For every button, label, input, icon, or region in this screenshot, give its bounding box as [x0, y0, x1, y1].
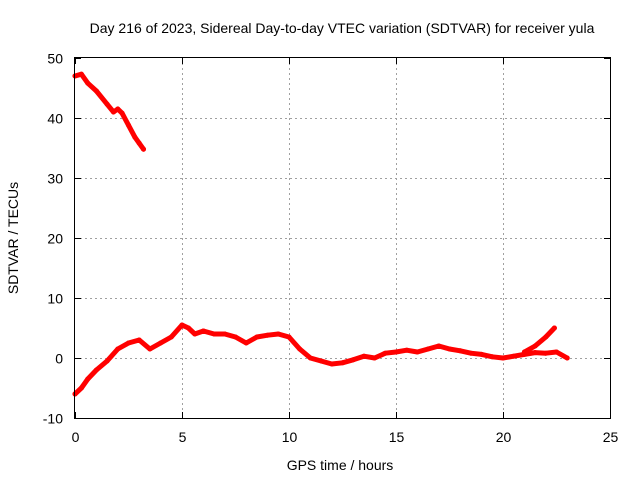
data-point — [350, 357, 356, 363]
data-point — [132, 134, 138, 140]
data-point — [192, 331, 198, 337]
data-point — [500, 355, 506, 361]
data-point — [382, 350, 388, 356]
data-point — [511, 353, 517, 359]
data-point — [489, 354, 495, 360]
data-point — [532, 350, 538, 356]
data-point — [457, 348, 463, 354]
data-point — [115, 106, 121, 112]
x-tick-label: 20 — [496, 429, 512, 445]
data-point — [340, 360, 345, 366]
y-axis-label: SDTVAR / TECUs — [5, 182, 21, 294]
data-point — [543, 350, 549, 356]
data-point — [479, 351, 485, 357]
series-line — [521, 325, 557, 355]
y-tick-labels: -10 0 10 20 30 40 50 — [43, 51, 63, 427]
chart-title: Day 216 of 2023, Sidereal Day-to-day VTE… — [90, 20, 595, 36]
data-point — [551, 325, 557, 331]
y-tick-label: 40 — [47, 111, 63, 127]
data-point — [78, 385, 84, 391]
data-point — [200, 328, 206, 334]
data-point — [126, 340, 131, 346]
data-point — [307, 355, 313, 361]
series-segment-1 — [72, 71, 146, 152]
x-tick-label: 15 — [389, 429, 405, 445]
data-point — [136, 337, 142, 343]
series-segment-3 — [521, 325, 557, 355]
data-point — [93, 367, 99, 373]
data-point — [185, 325, 191, 331]
data-point — [414, 349, 420, 355]
x-tick-label: 25 — [603, 429, 619, 445]
data-point — [361, 353, 367, 359]
data-point — [179, 322, 185, 328]
data-point — [286, 334, 292, 340]
data-point — [85, 80, 91, 86]
x-tick-label: 10 — [282, 429, 298, 445]
data-point — [297, 346, 303, 352]
data-series — [72, 71, 570, 397]
data-point — [104, 358, 110, 364]
data-point — [158, 340, 164, 346]
y-tick-label: 20 — [47, 231, 63, 247]
y-tick-label: 0 — [55, 351, 63, 367]
data-point — [543, 334, 549, 340]
data-point — [275, 331, 281, 337]
data-point — [222, 331, 228, 337]
x-axis-label: GPS time / hours — [287, 457, 394, 473]
axis-ticks — [75, 58, 611, 419]
data-point — [468, 350, 474, 356]
data-point — [532, 343, 538, 349]
data-point — [93, 88, 99, 94]
data-point — [111, 109, 116, 115]
x-tick-labels: 0 5 10 15 20 25 — [72, 429, 619, 445]
data-point — [554, 349, 559, 355]
data-point — [447, 346, 452, 352]
y-tick-label: -10 — [43, 411, 63, 427]
data-point — [136, 140, 142, 146]
data-point — [329, 361, 335, 367]
x-tick-label: 0 — [72, 429, 80, 445]
data-point — [265, 332, 271, 338]
data-point — [119, 110, 125, 116]
x-tick-label: 5 — [179, 429, 187, 445]
grid-lines — [75, 58, 610, 418]
data-point — [78, 71, 84, 77]
data-point — [168, 334, 174, 340]
data-point — [243, 340, 249, 346]
data-point — [147, 346, 153, 352]
data-point — [126, 122, 131, 128]
data-point — [141, 146, 146, 152]
data-point — [393, 349, 399, 355]
data-point — [436, 343, 442, 349]
data-point — [254, 334, 260, 340]
data-point — [521, 349, 527, 355]
data-point — [425, 346, 431, 352]
y-tick-label: 50 — [47, 51, 63, 67]
data-point — [372, 355, 378, 361]
y-tick-label: 30 — [47, 171, 63, 187]
series-segment-2 — [72, 322, 570, 397]
data-point — [404, 347, 410, 353]
data-point — [564, 355, 570, 361]
data-point — [318, 358, 324, 364]
data-point — [104, 101, 110, 107]
data-point — [85, 376, 91, 382]
data-point — [233, 334, 238, 340]
data-point — [211, 331, 217, 337]
data-point — [115, 346, 121, 352]
y-tick-label: 10 — [47, 291, 63, 307]
plot-frame — [74, 57, 611, 419]
